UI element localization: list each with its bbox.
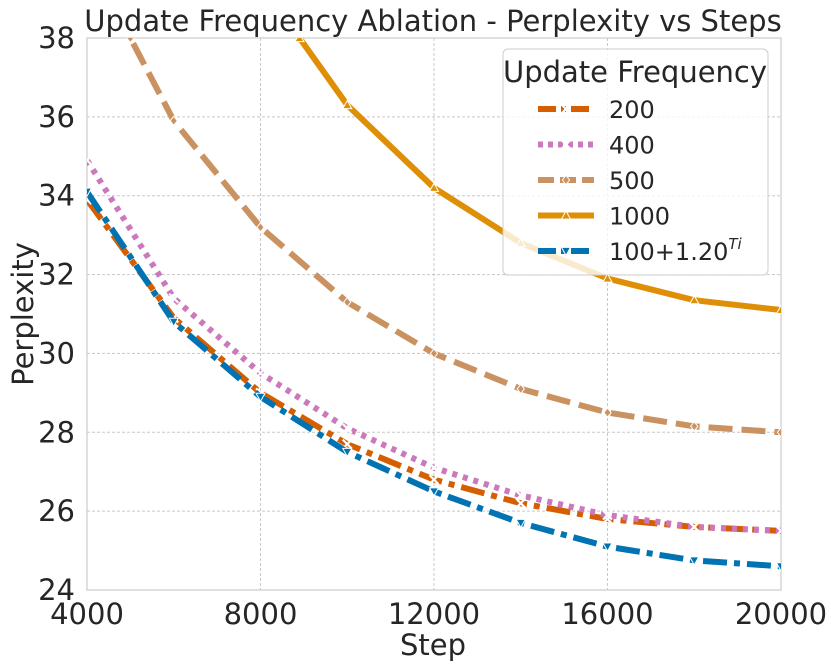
series-500 bbox=[126, 38, 781, 438]
legend: Update Frequency 200 400 500 1000 100+1.20Ti bbox=[502, 48, 769, 276]
data-point bbox=[341, 423, 353, 434]
data-point bbox=[256, 221, 265, 233]
y-tick-label: 36 bbox=[38, 100, 75, 134]
legend-marker bbox=[560, 246, 572, 257]
y-tick-label: 26 bbox=[38, 494, 75, 528]
legend-item: 1000 bbox=[538, 203, 670, 231]
data-point bbox=[341, 447, 353, 458]
legend-title: Update Frequency bbox=[503, 55, 767, 89]
y-tick-label: 24 bbox=[38, 573, 75, 607]
x-axis-label: Step bbox=[400, 628, 466, 662]
data-point bbox=[428, 474, 440, 485]
data-point bbox=[775, 562, 781, 572]
data-point bbox=[602, 542, 613, 553]
data-point bbox=[428, 182, 440, 192]
series-100-1-20 bbox=[87, 187, 781, 572]
data-point bbox=[294, 38, 305, 43]
y-tick-label: 32 bbox=[38, 258, 75, 292]
legend-item: 100+1.20Ti bbox=[538, 235, 743, 266]
data-point bbox=[775, 304, 781, 315]
series-line bbox=[296, 38, 781, 314]
data-point bbox=[169, 115, 178, 127]
data-point bbox=[255, 392, 266, 403]
x-tick-label: 4000 bbox=[50, 597, 124, 631]
legend-item: 400 bbox=[538, 132, 655, 160]
series-line bbox=[127, 38, 781, 436]
data-point bbox=[515, 497, 527, 509]
x-tick-label: 8000 bbox=[224, 597, 298, 631]
data-point bbox=[776, 426, 781, 438]
legend-item: 200 bbox=[538, 96, 655, 124]
y-axis-label: Perplexity bbox=[6, 242, 40, 386]
data-point bbox=[602, 272, 613, 283]
data-point bbox=[255, 367, 266, 379]
data-point bbox=[602, 509, 613, 521]
data-point bbox=[690, 421, 699, 432]
y-tick-labels: 24 26 28 30 32 34 36 38 bbox=[38, 21, 75, 607]
legend-item: 500 bbox=[538, 167, 655, 195]
data-point bbox=[126, 38, 135, 44]
x-tick-label: 20000 bbox=[735, 597, 827, 631]
series-line bbox=[87, 190, 781, 570]
data-point bbox=[168, 317, 180, 328]
x-tick-label: 16000 bbox=[561, 597, 653, 631]
data-point bbox=[343, 296, 352, 308]
data-point bbox=[87, 154, 93, 166]
legend-marker bbox=[560, 139, 572, 150]
data-point bbox=[168, 292, 180, 304]
y-tick-label: 34 bbox=[38, 179, 75, 213]
series-layer bbox=[87, 38, 781, 572]
data-point bbox=[688, 556, 700, 566]
x-tick-labels: 4000 8000 12000 16000 20000 bbox=[50, 597, 827, 631]
data-point bbox=[87, 187, 93, 198]
y-tick-label: 38 bbox=[38, 21, 75, 55]
data-point bbox=[428, 487, 440, 497]
legend-marker bbox=[560, 103, 572, 115]
legend-marker bbox=[560, 209, 572, 220]
y-tick-label: 28 bbox=[38, 415, 75, 449]
data-point bbox=[515, 518, 527, 529]
data-point bbox=[429, 348, 439, 359]
data-point bbox=[603, 407, 612, 418]
x-tick-label: 12000 bbox=[388, 597, 480, 631]
legend-items: 200 400 500 1000 100+1.20Ti bbox=[538, 96, 743, 266]
data-point bbox=[688, 294, 700, 305]
series-400 bbox=[87, 154, 781, 537]
data-point bbox=[341, 99, 353, 110]
data-point bbox=[688, 521, 700, 533]
data-point bbox=[428, 462, 440, 474]
legend-label: 500 bbox=[609, 167, 655, 195]
legend-label: 100+1.20Ti bbox=[609, 235, 743, 266]
y-tick-label: 30 bbox=[38, 336, 75, 370]
data-point bbox=[775, 525, 781, 537]
chart-title: Update Frequency Ablation - Perplexity v… bbox=[84, 4, 781, 38]
legend-marker bbox=[561, 174, 571, 186]
legend-label: 200 bbox=[609, 96, 655, 124]
legend-label-superscript: Ti bbox=[728, 235, 742, 253]
data-point bbox=[515, 490, 527, 501]
legend-label: 1000 bbox=[609, 203, 670, 231]
data-point bbox=[516, 383, 525, 395]
legend-label: 400 bbox=[609, 132, 655, 160]
